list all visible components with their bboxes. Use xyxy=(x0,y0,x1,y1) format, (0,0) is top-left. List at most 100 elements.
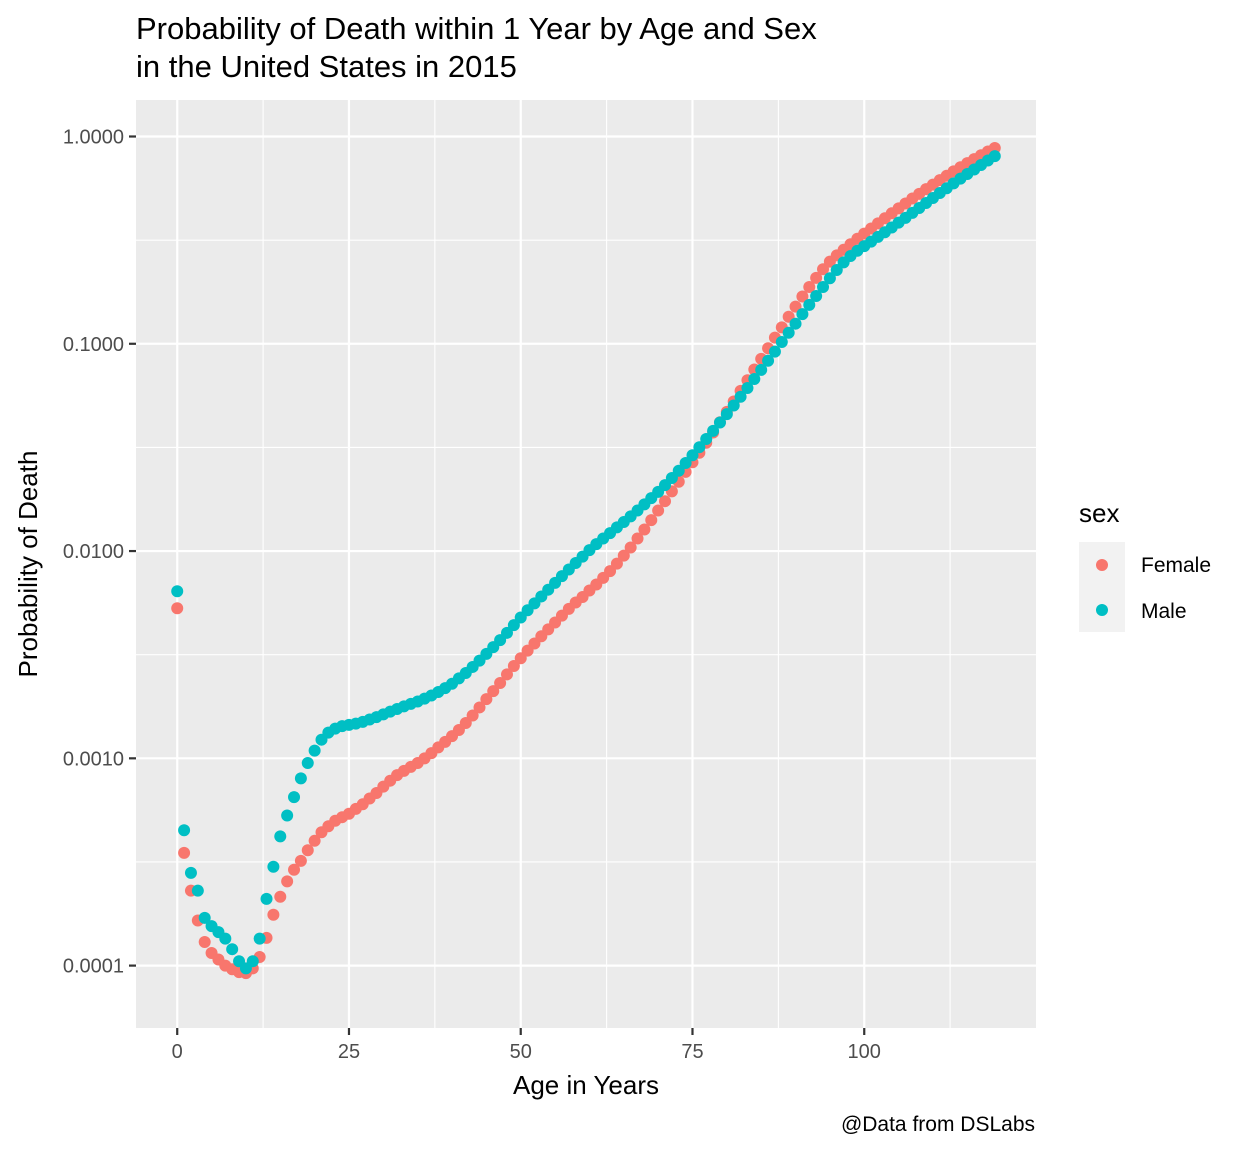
point-male xyxy=(748,373,761,386)
point-male xyxy=(693,441,706,454)
chart-title-line-1: Probability of Death within 1 Year by Ag… xyxy=(136,11,817,46)
y-axis-title: Probability of Death xyxy=(13,451,43,678)
point-female xyxy=(267,908,280,921)
point-female xyxy=(810,271,823,284)
y-tick-label: 0.0001 xyxy=(63,956,124,978)
point-female xyxy=(473,701,486,714)
point-male xyxy=(686,449,699,462)
point-male xyxy=(171,585,184,598)
point-male xyxy=(500,626,513,639)
point-male xyxy=(274,830,287,843)
point-female xyxy=(631,532,644,545)
point-female xyxy=(507,659,520,672)
point-male xyxy=(803,298,816,311)
point-male xyxy=(782,326,795,339)
x-tick-label: 50 xyxy=(510,1041,532,1063)
point-female xyxy=(308,834,321,847)
point-male xyxy=(734,390,747,403)
point-female xyxy=(638,523,651,536)
point-male xyxy=(741,381,754,394)
point-male xyxy=(672,464,685,477)
point-male xyxy=(191,884,204,897)
point-male xyxy=(679,456,692,469)
point-male xyxy=(226,943,239,956)
data-points xyxy=(171,142,1001,980)
point-female xyxy=(281,875,294,888)
point-female xyxy=(796,290,809,303)
point-female xyxy=(624,541,637,554)
point-female xyxy=(171,602,184,615)
point-female xyxy=(645,514,658,527)
point-female xyxy=(487,685,500,698)
point-male xyxy=(301,756,314,769)
y-tick-label: 0.1000 xyxy=(63,334,124,356)
point-male xyxy=(713,416,726,429)
point-male xyxy=(720,408,733,421)
point-female xyxy=(294,854,307,867)
point-female xyxy=(466,709,479,722)
y-tick-label: 1.0000 xyxy=(63,126,124,148)
plot-panel xyxy=(136,100,1036,1028)
point-female xyxy=(480,693,493,706)
chart-title: Probability of Death within 1 Year by Ag… xyxy=(136,10,817,86)
point-female xyxy=(610,557,623,570)
point-female xyxy=(803,280,816,293)
legend-label-female: Female xyxy=(1141,554,1211,577)
chart-title-line-2: in the United States in 2015 xyxy=(136,49,517,84)
legend: sex Female Male xyxy=(1079,498,1211,632)
point-male xyxy=(707,424,720,437)
point-male xyxy=(789,317,802,330)
legend-title: sex xyxy=(1079,498,1119,528)
point-female xyxy=(301,844,314,857)
point-male xyxy=(288,791,301,804)
point-male xyxy=(775,335,788,348)
point-male xyxy=(988,150,1001,163)
point-male xyxy=(267,860,280,873)
point-male xyxy=(830,263,843,276)
point-male xyxy=(727,399,740,412)
point-female xyxy=(288,863,301,876)
y-tick-label: 0.0100 xyxy=(63,541,124,563)
point-female xyxy=(617,549,630,562)
point-male xyxy=(253,932,266,945)
x-tick-label: 0 xyxy=(172,1041,183,1063)
point-male xyxy=(762,354,775,367)
legend-key-male xyxy=(1096,604,1108,616)
point-male xyxy=(308,744,321,757)
axis-ticks: 0 25 50 75 100 0.0001 0.0010 0.0100 0.1000 1.0000 xyxy=(63,126,881,1063)
point-male xyxy=(184,866,197,879)
legend-label-male: Male xyxy=(1141,600,1187,623)
x-tick-label: 75 xyxy=(681,1041,703,1063)
point-female xyxy=(652,504,665,517)
point-male xyxy=(198,911,211,924)
point-male xyxy=(260,892,273,905)
point-female xyxy=(659,495,672,508)
point-male xyxy=(796,308,809,321)
point-female xyxy=(514,652,527,665)
y-tick-label: 0.0010 xyxy=(63,748,124,770)
point-male xyxy=(294,772,307,785)
point-male xyxy=(823,272,836,285)
point-male xyxy=(700,433,713,446)
point-male xyxy=(768,345,781,358)
x-axis-title: Age in Years xyxy=(513,1070,659,1100)
point-female xyxy=(198,935,211,948)
point-male xyxy=(281,809,294,822)
point-male xyxy=(246,955,259,968)
grid-lines xyxy=(136,100,1036,1028)
x-tick-label: 100 xyxy=(848,1041,881,1063)
point-male xyxy=(507,619,520,632)
point-male xyxy=(219,932,232,945)
point-female xyxy=(500,668,513,681)
series-male xyxy=(171,150,1001,975)
point-female xyxy=(274,890,287,903)
point-male xyxy=(178,824,191,837)
legend-key-female xyxy=(1096,559,1108,571)
x-tick-label: 25 xyxy=(338,1041,360,1063)
legend-key-background xyxy=(1079,542,1125,632)
point-male xyxy=(817,280,830,293)
point-female xyxy=(178,846,191,859)
point-female xyxy=(494,676,507,689)
point-male xyxy=(755,363,768,376)
